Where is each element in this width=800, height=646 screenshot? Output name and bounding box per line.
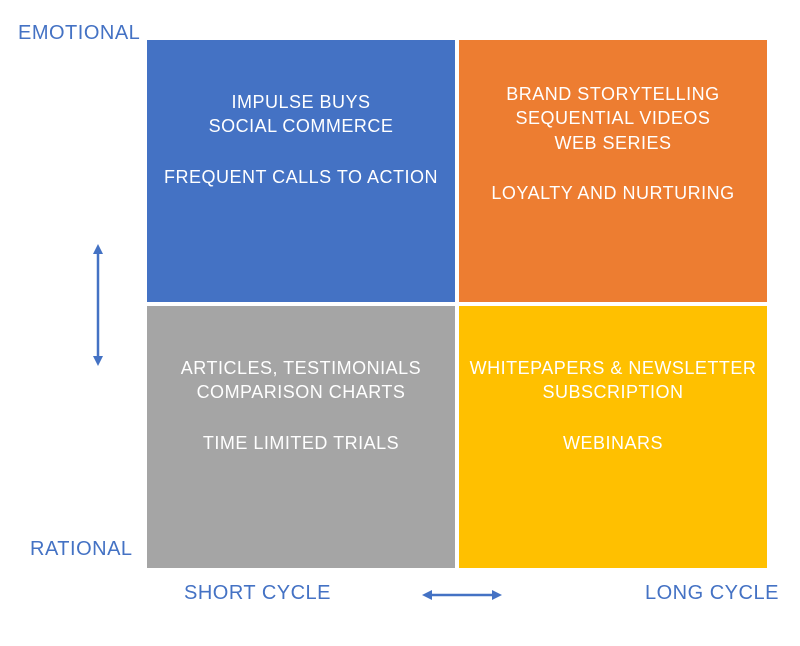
q-tr-line4: LOYALTY AND NURTURING	[459, 181, 767, 205]
quadrant-diagram: EMOTIONAL RATIONAL SHORT CYCLE LONG CYCL…	[0, 0, 800, 646]
x-axis-left-label: SHORT CYCLE	[184, 582, 331, 605]
quadrant-top-right: BRAND STORYTELLING SEQUENTIAL VIDEOS WEB…	[459, 40, 767, 302]
q-tl-line3: FREQUENT CALLS TO ACTION	[147, 165, 455, 189]
q-bl-line3: TIME LIMITED TRIALS	[147, 431, 455, 455]
q-tl-line2: SOCIAL COMMERCE	[147, 114, 455, 138]
vertical-axis-arrow	[90, 244, 106, 366]
q-bl-line2: COMPARISON CHARTS	[147, 380, 455, 404]
q-br-line3: WEBINARS	[459, 431, 767, 455]
quadrant-top-left: IMPULSE BUYS SOCIAL COMMERCE FREQUENT CA…	[147, 40, 455, 302]
q-tr-line1: BRAND STORYTELLING	[459, 82, 767, 106]
q-bl-line1: ARTICLES, TESTIMONIALS	[147, 356, 455, 380]
horizontal-axis-arrow	[422, 587, 502, 603]
q-br-line2: SUBSCRIPTION	[459, 380, 767, 404]
q-br-line1: WHITEPAPERS & NEWSLETTER	[459, 356, 767, 380]
q-tl-line1: IMPULSE BUYS	[147, 90, 455, 114]
y-axis-top-label: EMOTIONAL	[18, 22, 140, 45]
quadrant-bottom-left: ARTICLES, TESTIMONIALS COMPARISON CHARTS…	[147, 306, 455, 568]
q-tr-line2: SEQUENTIAL VIDEOS	[459, 106, 767, 130]
q-tr-line3: WEB SERIES	[459, 131, 767, 155]
y-axis-bottom-label: RATIONAL	[30, 538, 133, 561]
x-axis-right-label: LONG CYCLE	[645, 582, 779, 605]
quadrant-bottom-right: WHITEPAPERS & NEWSLETTER SUBSCRIPTION WE…	[459, 306, 767, 568]
